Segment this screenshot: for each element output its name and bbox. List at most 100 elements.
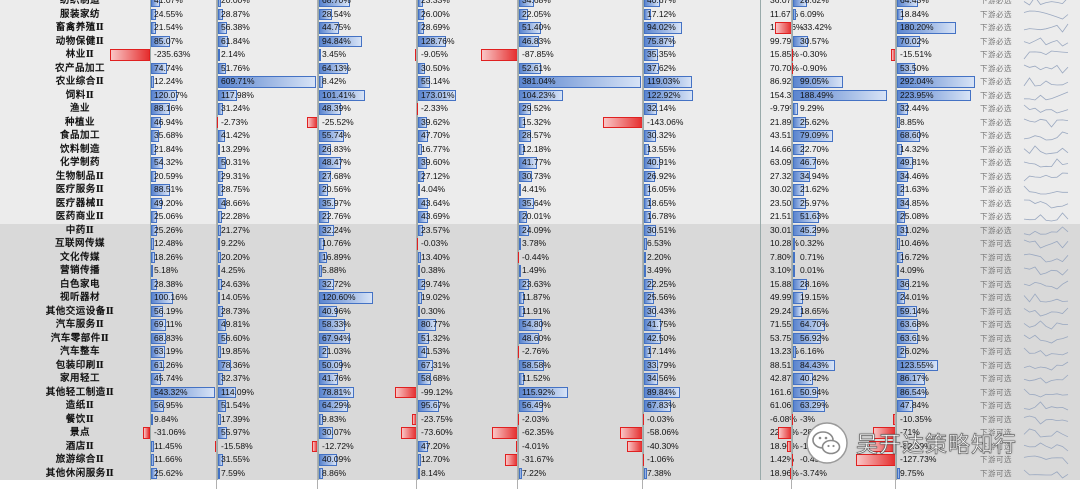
- value-text: 9.83%: [322, 413, 347, 424]
- bar-axis: [792, 345, 793, 359]
- positive-bar: [418, 319, 436, 331]
- bar-axis: [150, 183, 151, 197]
- positive-bar: [319, 76, 323, 88]
- value-text: 46.94%: [154, 116, 183, 127]
- bar-axis: [417, 412, 418, 426]
- value-cell: 84.43%: [792, 358, 892, 372]
- value-cell: 40.42%: [792, 372, 892, 386]
- value-cell: 41.07%: [150, 0, 216, 8]
- value-text: 21.63%: [900, 184, 929, 194]
- value-text: 33.79%: [647, 359, 676, 370]
- value-text: 12.24%: [154, 76, 183, 86]
- sparkline: [1023, 334, 1069, 343]
- value-text: 56.60%: [221, 332, 250, 343]
- bar-axis: [150, 102, 151, 116]
- value-cell: 19.15%: [792, 291, 892, 305]
- positive-bar: [897, 265, 899, 277]
- bar-axis: [417, 48, 418, 62]
- value-text: 88.51%: [770, 359, 799, 370]
- value-text: 23.33%: [421, 0, 450, 5]
- value-text: 11.67%: [770, 8, 799, 19]
- watermark: 吴开达策略知行: [806, 421, 1017, 465]
- positive-bar: [793, 346, 797, 358]
- positive-bar: [218, 35, 228, 47]
- value-cell: 27.32%: [760, 169, 799, 183]
- value-text: 67.94%: [322, 332, 351, 343]
- positive-bar: [519, 184, 521, 196]
- trend-label: 下游必选: [980, 23, 1012, 32]
- value-cell: -31.06%: [143, 426, 216, 440]
- bar-axis: [417, 183, 418, 197]
- bar-axis: [792, 399, 793, 413]
- value-cell: 28.87%: [217, 7, 317, 21]
- sparkline-line: [1023, 455, 1069, 465]
- positive-bar: [644, 332, 661, 344]
- bar-axis: [518, 264, 519, 278]
- value-text: -235.63%: [154, 49, 191, 59]
- positive-bar: [897, 292, 905, 304]
- value-cell: 14.66%: [760, 142, 799, 156]
- sparkline-line: [1023, 253, 1069, 262]
- value-text: 173.01%: [421, 89, 455, 100]
- value-cell: 41.77%: [518, 156, 642, 170]
- value-cell: 69.11%: [150, 318, 216, 332]
- positive-bar: [644, 265, 646, 277]
- value-cell: 173.01%: [417, 88, 517, 102]
- trend-label: 下游必选: [980, 104, 1012, 113]
- sparkline-line: [1023, 172, 1069, 181]
- bar-axis: [417, 277, 418, 291]
- bar-axis: [150, 331, 151, 345]
- value-cell: 28.38%: [150, 277, 216, 291]
- column-separator: [895, 0, 896, 489]
- bar-axis: [318, 304, 319, 318]
- trend-label: 下游可选: [980, 306, 1012, 316]
- bar-axis: [417, 250, 418, 264]
- bar-axis: [792, 48, 793, 62]
- sparkline-line: [1023, 225, 1069, 235]
- positive-bar: [897, 8, 904, 20]
- bar-axis: [760, 453, 761, 467]
- bar-axis: [896, 453, 897, 467]
- bar-axis: [417, 142, 418, 156]
- positive-bar: [151, 400, 164, 412]
- value-cell: 16.77%: [417, 142, 517, 156]
- value-text: 14.05%: [221, 292, 250, 302]
- bar-axis: [792, 453, 793, 467]
- positive-bar: [793, 130, 833, 142]
- value-cell: 88.16%: [150, 102, 216, 116]
- value-cell: 21.27%: [217, 223, 317, 237]
- value-text: -0.03%: [647, 413, 674, 424]
- sparkline-line: [1023, 104, 1069, 114]
- value-cell: 56.92%: [792, 331, 892, 345]
- value-text: 32.14%: [647, 103, 676, 113]
- value-cell: 8.86%: [318, 466, 416, 480]
- trend-label: 下游可选: [980, 266, 1012, 275]
- positive-bar: [151, 305, 164, 317]
- bar-axis: [150, 385, 151, 399]
- value-text: 41.42%: [221, 130, 250, 140]
- bar-axis: [217, 264, 218, 278]
- value-cell: 40.67%: [643, 0, 753, 8]
- value-text: -31.06%: [154, 427, 186, 437]
- bar-axis: [896, 61, 897, 75]
- value-text: 53.75%: [770, 332, 799, 343]
- value-cell: 37.62%: [643, 61, 753, 75]
- value-text: 20.59%: [154, 170, 183, 181]
- value-text: 41.07%: [154, 0, 183, 5]
- positive-bar: [793, 292, 803, 304]
- positive-bar: [319, 251, 327, 263]
- sparkline-line: [1023, 23, 1069, 33]
- trend-label: 下游必选: [980, 198, 1012, 208]
- trend-label: 下游必选: [980, 212, 1012, 221]
- value-cell: 3.10%: [760, 264, 794, 278]
- positive-bar: [644, 292, 655, 304]
- sparkline-line: [1023, 158, 1069, 168]
- value-text: 74.74%: [154, 62, 183, 73]
- value-cell: 17.39%: [217, 412, 317, 426]
- bar-axis: [760, 277, 761, 291]
- value-text: 63.61%: [900, 332, 929, 343]
- bar-axis: [518, 142, 519, 156]
- bar-axis: [417, 345, 418, 359]
- positive-bar: [319, 197, 336, 209]
- value-cell: 61.06%: [760, 399, 799, 413]
